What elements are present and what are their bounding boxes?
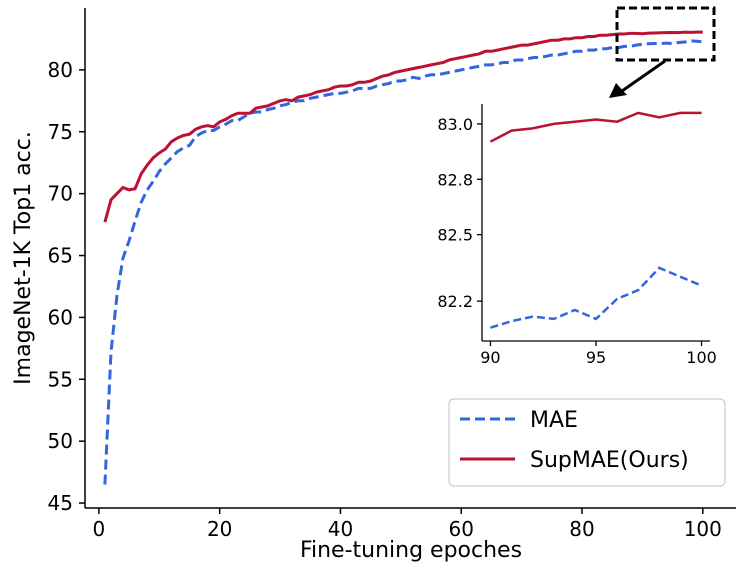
zoom-arrow-head bbox=[609, 83, 627, 98]
y-tick-label: 60 bbox=[48, 305, 73, 329]
legend-mae-label: MAE bbox=[530, 408, 578, 433]
y-tick-label: 65 bbox=[48, 244, 73, 268]
y-axis-label: ImageNet-1K Top1 acc. bbox=[11, 131, 36, 385]
x-tick-label: 40 bbox=[328, 517, 353, 541]
inset-y-tick-label: 82.2 bbox=[437, 292, 473, 311]
inset-mae-series-line bbox=[490, 266, 703, 329]
inset-background bbox=[482, 104, 710, 341]
y-tick-label: 70 bbox=[48, 182, 73, 206]
legend: MAE SupMAE(Ours) bbox=[448, 398, 726, 487]
y-tick-label: 75 bbox=[48, 120, 73, 144]
inset-y-tick-label: 82.8 bbox=[437, 170, 473, 189]
zoom-arrow-shaft bbox=[621, 59, 666, 93]
mae-series-line bbox=[103, 39, 703, 485]
legend-supmae-label: SupMAE(Ours) bbox=[530, 448, 689, 473]
x-tick-label: 0 bbox=[93, 517, 106, 541]
zoom-region-box bbox=[615, 6, 716, 62]
y-tick-label: 50 bbox=[48, 429, 73, 453]
x-tick-label: 60 bbox=[449, 517, 474, 541]
supmae-series-line bbox=[103, 30, 703, 223]
inset-x-tick-label: 90 bbox=[480, 348, 500, 367]
y-tick-label: 55 bbox=[48, 367, 73, 391]
inset-x-tick-label: 95 bbox=[586, 348, 606, 367]
x-tick-label: 20 bbox=[207, 517, 232, 541]
legend-box bbox=[448, 398, 726, 487]
inset-x-tick-label: 100 bbox=[686, 348, 717, 367]
y-tick-label: 80 bbox=[48, 58, 73, 82]
x-tick-label: 80 bbox=[569, 517, 594, 541]
x-tick-label: 100 bbox=[684, 517, 722, 541]
inset-y-tick-label: 82.5 bbox=[437, 226, 473, 245]
y-tick-label: 45 bbox=[48, 491, 73, 515]
inset-y-tick-label: 83.0 bbox=[437, 115, 473, 134]
inset-supmae-series-line bbox=[489, 111, 702, 143]
x-axis-label: Fine-tuning epoches bbox=[300, 538, 522, 563]
